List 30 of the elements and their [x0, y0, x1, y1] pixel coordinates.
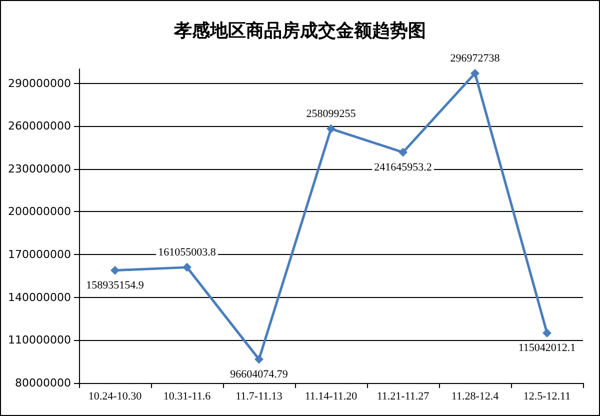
y-tick-label: 260000000 [8, 120, 71, 133]
y-tick-label: 110000000 [8, 334, 71, 347]
point [398, 148, 408, 157]
data-label: 258099255 [306, 108, 356, 120]
x-tick-label: 11.21-11.27 [376, 390, 430, 402]
data-label: 161055003.8 [158, 246, 216, 258]
point [254, 354, 264, 364]
y-tick-label: 200000000 [8, 205, 71, 218]
chart-title: 孝感地区商品房成交金额趋势图 [173, 20, 426, 42]
y-tick-label: 140000000 [8, 290, 71, 304]
data-label: 96604074.79 [230, 368, 288, 380]
x-tick-label: 10.24-10.30 [88, 390, 142, 402]
y-tick-label: 230000000 [8, 162, 71, 176]
point [470, 68, 480, 78]
y-tick-label: 290000000 [8, 76, 71, 90]
point [326, 124, 336, 134]
point [110, 266, 120, 275]
data-label: 115042012.1 [518, 342, 576, 354]
point [182, 262, 192, 272]
x-tick-label: 11.7-11.13 [236, 390, 283, 402]
y-tick-label: 80000000 [15, 376, 71, 390]
x-tick-label: 12.5-12.11 [523, 390, 571, 402]
x-tick-label: 10.31-11.6 [163, 390, 212, 402]
point [542, 328, 552, 338]
data-label: 296972738 [450, 52, 500, 64]
data-label: 241645953.2 [374, 161, 432, 174]
data-label: 158935154.9 [86, 279, 144, 292]
y-tick-label: 170000000 [8, 248, 71, 262]
x-tick-label: 11.14-11.20 [304, 390, 358, 402]
x-tick-label: 11.28-12.4 [451, 390, 500, 402]
